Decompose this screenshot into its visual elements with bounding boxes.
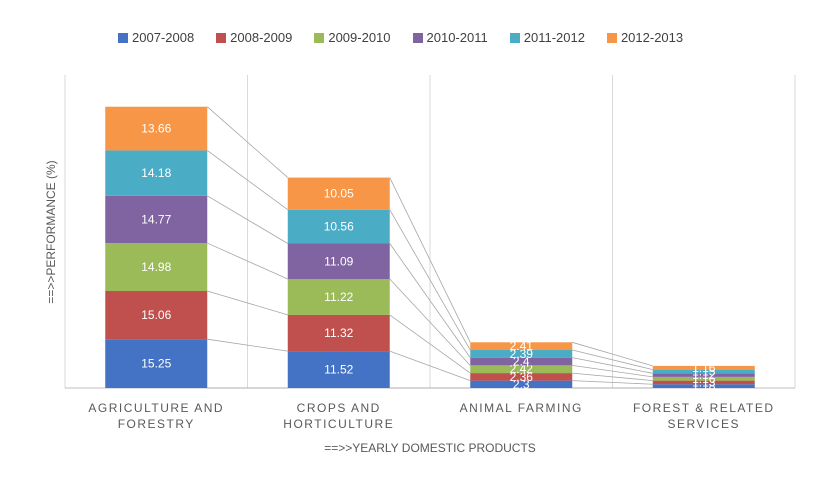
legend-label: 2011-2012 — [523, 30, 585, 45]
category-label: SERVICES — [668, 417, 740, 431]
x-axis-title: ==>>YEARLY DOMESTIC PRODUCTS — [324, 441, 536, 455]
legend-item: 2010-2011 — [412, 30, 488, 45]
legend-swatch — [606, 32, 617, 43]
data-label: 15.06 — [141, 308, 171, 322]
legend-label: 2010-2011 — [426, 30, 488, 45]
legend-swatch — [412, 32, 423, 43]
bar-segment — [105, 150, 208, 196]
legend-swatch — [118, 32, 128, 43]
bar-segment — [287, 177, 390, 210]
bar-segment — [652, 376, 755, 381]
legend-label: 2009-2010 — [328, 30, 391, 45]
category-label: AGRICULTURE AND — [88, 401, 224, 415]
bar-segment — [287, 314, 390, 352]
category-label: FORESTRY — [118, 417, 195, 431]
y-axis-title: ==>>PERFORMANCE (%) — [44, 160, 58, 303]
series-connector — [389, 350, 471, 382]
series-connector — [572, 341, 653, 367]
bar-segment — [470, 357, 573, 366]
bar-segment — [470, 373, 573, 381]
data-label: 11.09 — [324, 254, 353, 268]
legend: 2007-2008 2008-2009 2009-2010 2010-2011 2011… — [118, 30, 683, 45]
series-connector — [389, 243, 471, 358]
legend-swatch — [509, 32, 520, 43]
bar-segment — [105, 106, 208, 151]
category-label: ANIMAL FARMING — [460, 401, 583, 415]
series-connector — [572, 364, 653, 378]
data-label: 15.25 — [141, 357, 171, 371]
bar-segment — [652, 384, 755, 388]
data-label: 2.36 — [510, 370, 534, 384]
legend-item: 2008-2009 — [216, 30, 292, 45]
legend-swatch — [216, 32, 227, 43]
data-label: 11.32 — [324, 326, 353, 340]
legend-label: 2012-2013 — [620, 30, 684, 45]
bar-segment — [105, 291, 208, 340]
bar-segment — [470, 365, 573, 374]
legend-item: 2007-2008 — [118, 30, 194, 45]
legend-label: 2008-2009 — [230, 30, 293, 45]
data-label: 10.05 — [324, 187, 354, 201]
data-label: 1.16 — [692, 361, 716, 375]
series-connector — [206, 106, 289, 178]
bar-segment — [652, 365, 755, 370]
data-label: 14.18 — [141, 166, 171, 180]
bar-segment — [287, 279, 390, 315]
series-connector — [572, 349, 653, 371]
legend-label: 2007-2008 — [132, 30, 195, 45]
bar-segment — [652, 369, 755, 374]
series-connector — [207, 195, 288, 244]
series-connector — [389, 177, 471, 343]
data-label: 2.4 — [513, 355, 530, 369]
data-label: 2.3 — [513, 377, 530, 391]
bar-segment — [105, 195, 208, 244]
series-connector — [389, 278, 471, 366]
legend-swatch — [314, 32, 325, 43]
series-connector — [207, 150, 288, 211]
bar-segment — [652, 373, 755, 377]
bar-segment — [287, 243, 390, 280]
bar-segment — [105, 243, 208, 292]
data-label: 2.41 — [510, 339, 534, 353]
bar-segment — [287, 351, 390, 388]
category-label: FOREST & RELATED — [633, 401, 775, 415]
bar-segment — [105, 339, 208, 388]
data-label: 2.39 — [510, 347, 534, 361]
bar-segment — [470, 380, 573, 388]
series-connector — [389, 314, 471, 374]
series-connector — [207, 290, 288, 316]
series-connector — [389, 209, 471, 351]
bar-segment — [287, 209, 390, 244]
data-label: 2.42 — [510, 362, 534, 376]
legend-item: 2011-2012 — [509, 30, 585, 45]
data-label: 11.52 — [324, 363, 353, 377]
series-connector — [572, 380, 653, 385]
bar-segment — [652, 380, 755, 385]
category-label: CROPS AND — [297, 401, 381, 415]
category-label: HORTICULTURE — [283, 417, 394, 431]
data-label: 13.66 — [141, 122, 171, 136]
series-connector — [207, 338, 288, 352]
series-connector — [572, 357, 653, 374]
legend-item: 2012-2013 — [606, 30, 684, 45]
data-label: 14.77 — [141, 212, 171, 226]
series-connector — [207, 242, 288, 280]
bar-segment — [470, 342, 573, 351]
series-connector — [572, 372, 653, 382]
data-label: 11.22 — [324, 290, 353, 304]
data-label: 14.98 — [141, 260, 171, 274]
legend-item: 2009-2010 — [314, 30, 391, 45]
data-label: 10.56 — [324, 220, 354, 234]
bar-segment — [470, 350, 573, 358]
